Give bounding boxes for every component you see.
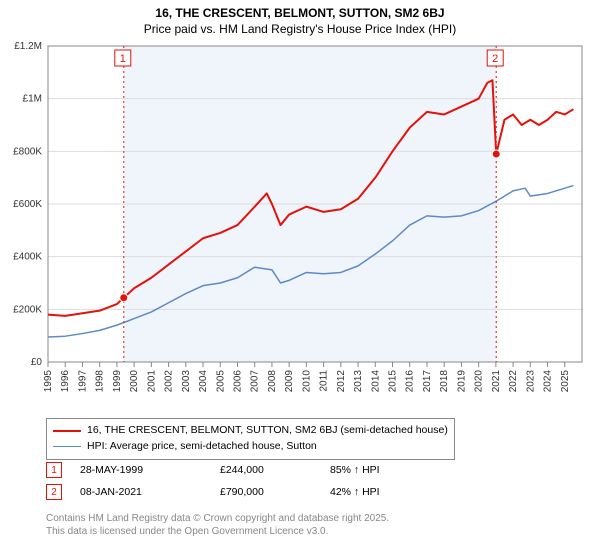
transaction-table: 1 28-MAY-1999£244,00085% ↑ HPI 2 08-JAN-202… [46,462,380,506]
svg-text:2005: 2005 [215,369,226,392]
svg-text:2003: 2003 [181,369,192,392]
svg-text:1997: 1997 [77,369,88,392]
chart-title: 16, THE CRESCENT, BELMONT, SUTTON, SM2 6… [0,0,600,22]
footer-line: Contains HM Land Registry data © Crown c… [46,512,389,525]
svg-text:1: 1 [120,53,126,65]
svg-text:2019: 2019 [456,369,467,392]
transaction-marker: 1 [46,462,62,478]
svg-text:£400K: £400K [13,251,42,262]
svg-text:1998: 1998 [95,369,106,392]
transaction-price: £244,000 [220,464,330,476]
line-chart: £0 £200K £400K £600K £800K £1M £1.2M 1995 1996 19… [0,40,588,410]
svg-text:2002: 2002 [164,369,175,392]
svg-text:£800K: £800K [13,146,42,157]
transaction-price: £790,000 [220,486,330,498]
svg-text:1999: 1999 [112,369,123,392]
svg-text:2014: 2014 [370,369,381,392]
svg-text:2001: 2001 [146,369,157,392]
svg-text:2012: 2012 [336,369,347,392]
legend-swatch [53,446,81,448]
transaction-delta: 42% ↑ HPI [330,486,380,498]
svg-text:2011: 2011 [319,369,330,391]
svg-text:2010: 2010 [301,369,312,392]
transaction-marker: 2 [46,484,62,500]
svg-text:£1.2M: £1.2M [14,41,42,52]
legend-label: 16, THE CRESCENT, BELMONT, SUTTON, SM2 6… [87,423,448,439]
chart-container: 16, THE CRESCENT, BELMONT, SUTTON, SM2 6… [0,0,600,560]
svg-text:2020: 2020 [474,369,485,392]
svg-text:2024: 2024 [543,369,554,392]
transaction-date: 08-JAN-2021 [80,486,220,498]
legend-label: HPI: Average price, semi-detached house,… [87,439,317,455]
svg-text:2006: 2006 [232,369,243,392]
svg-text:2017: 2017 [422,369,433,392]
svg-text:2004: 2004 [198,369,209,392]
transaction-delta: 85% ↑ HPI [330,464,380,476]
svg-text:£1M: £1M [23,93,42,104]
svg-text:2008: 2008 [267,369,278,392]
svg-text:2015: 2015 [388,369,399,392]
svg-text:£600K: £600K [13,199,42,210]
svg-text:2025: 2025 [560,369,571,392]
transaction-row: 1 28-MAY-1999£244,00085% ↑ HPI [46,462,380,478]
svg-text:2016: 2016 [405,369,416,392]
svg-text:1995: 1995 [43,369,54,392]
footer-attribution: Contains HM Land Registry data © Crown c… [46,512,389,538]
svg-text:£0: £0 [31,357,43,368]
svg-text:£200K: £200K [13,304,42,315]
legend-swatch [53,430,81,432]
svg-text:2018: 2018 [439,369,450,392]
legend-item: 16, THE CRESCENT, BELMONT, SUTTON, SM2 6… [53,423,448,439]
footer-line: This data is licensed under the Open Gov… [46,525,389,538]
legend-item: HPI: Average price, semi-detached house,… [53,439,448,455]
svg-text:2009: 2009 [284,369,295,392]
svg-text:2: 2 [492,53,498,65]
svg-text:1996: 1996 [60,369,71,392]
legend: 16, THE CRESCENT, BELMONT, SUTTON, SM2 6… [46,418,455,460]
transaction-row: 2 08-JAN-2021£790,00042% ↑ HPI [46,484,380,500]
chart-subtitle: Price paid vs. HM Land Registry's House … [0,22,600,40]
transaction-date: 28-MAY-1999 [80,464,220,476]
svg-text:2007: 2007 [250,369,261,392]
svg-text:2023: 2023 [525,369,536,392]
svg-text:2022: 2022 [508,369,519,392]
svg-text:2013: 2013 [353,369,364,392]
svg-text:2021: 2021 [491,369,502,392]
svg-text:2000: 2000 [129,369,140,392]
